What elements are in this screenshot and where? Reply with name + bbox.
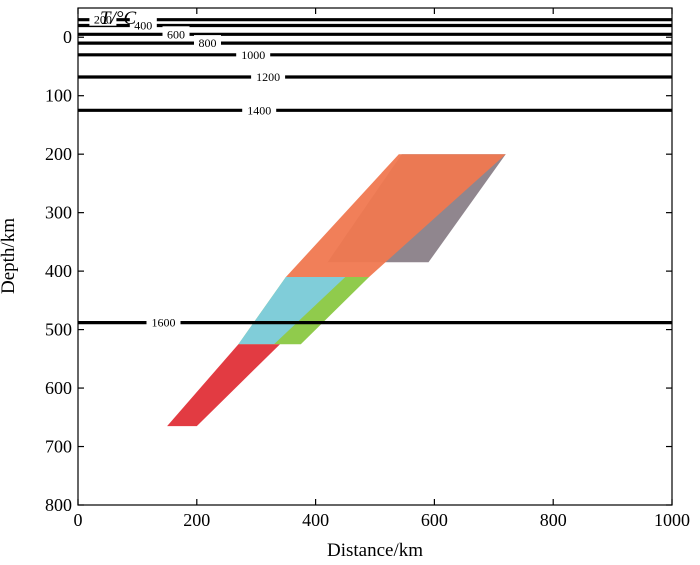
y-tick-label-500: 500	[45, 320, 72, 340]
x-tick-label-600: 600	[421, 510, 448, 530]
x-tick-label-1000: 1000	[654, 510, 690, 530]
region-orange-upper	[285, 154, 506, 277]
isotherm-label-bg-1400	[242, 102, 277, 117]
x-tick-label-800: 800	[540, 510, 567, 530]
isotherm-label-400: 400	[134, 19, 152, 33]
isotherm-label-1200: 1200	[256, 70, 280, 84]
isotherm-label-bg-400	[129, 17, 157, 32]
isotherm-label-bg-1200	[251, 69, 286, 83]
isotherm-label-1600: 1600	[152, 316, 176, 330]
isotherm-label-600: 600	[167, 27, 185, 41]
isotherm-label-bg-200	[89, 11, 117, 26]
region-cyan	[238, 277, 346, 345]
isotherm-labels: 200 400 600 800 1000 1200 1400 1600	[89, 11, 286, 330]
isotherm-lines	[78, 18, 672, 325]
y-tick-label-300: 300	[45, 203, 72, 223]
legend-title: T/°C	[100, 8, 136, 29]
y-tick-label-200: 200	[45, 144, 72, 164]
y-tick-label-100: 100	[45, 86, 72, 106]
y-axis-label: Depth/km	[0, 218, 19, 294]
isotherm-label-bg-800	[194, 35, 221, 50]
isotherm-label-800: 800	[199, 36, 217, 50]
plot-frame	[77, 7, 673, 506]
phase-regions	[167, 154, 506, 427]
y-tick-label-0: 0	[63, 27, 72, 47]
y-tick-label-700: 700	[45, 437, 72, 457]
x-tick-label-0: 0	[74, 510, 83, 530]
y-tick-label-600: 600	[45, 378, 72, 398]
isotherm-label-bg-600	[162, 26, 190, 41]
region-red	[167, 344, 280, 427]
x-axis-label: Distance/km	[327, 540, 423, 561]
x-tick-label-400: 400	[302, 510, 329, 530]
isotherm-label-bg-1600	[146, 314, 181, 329]
axes: 0 200 400 600 800 1000 0 100 200 300 400 500 600 700 8…	[45, 8, 690, 530]
isotherm-label-1000: 1000	[241, 48, 265, 62]
y-tick-label-800: 800	[45, 495, 72, 515]
isotherm-label-200: 200	[94, 13, 112, 27]
y-tick-label-400: 400	[45, 261, 72, 281]
isotherm-label-bg-1000	[236, 46, 271, 61]
x-tick-label-200: 200	[183, 510, 210, 530]
isotherm-label-1400: 1400	[247, 103, 271, 117]
